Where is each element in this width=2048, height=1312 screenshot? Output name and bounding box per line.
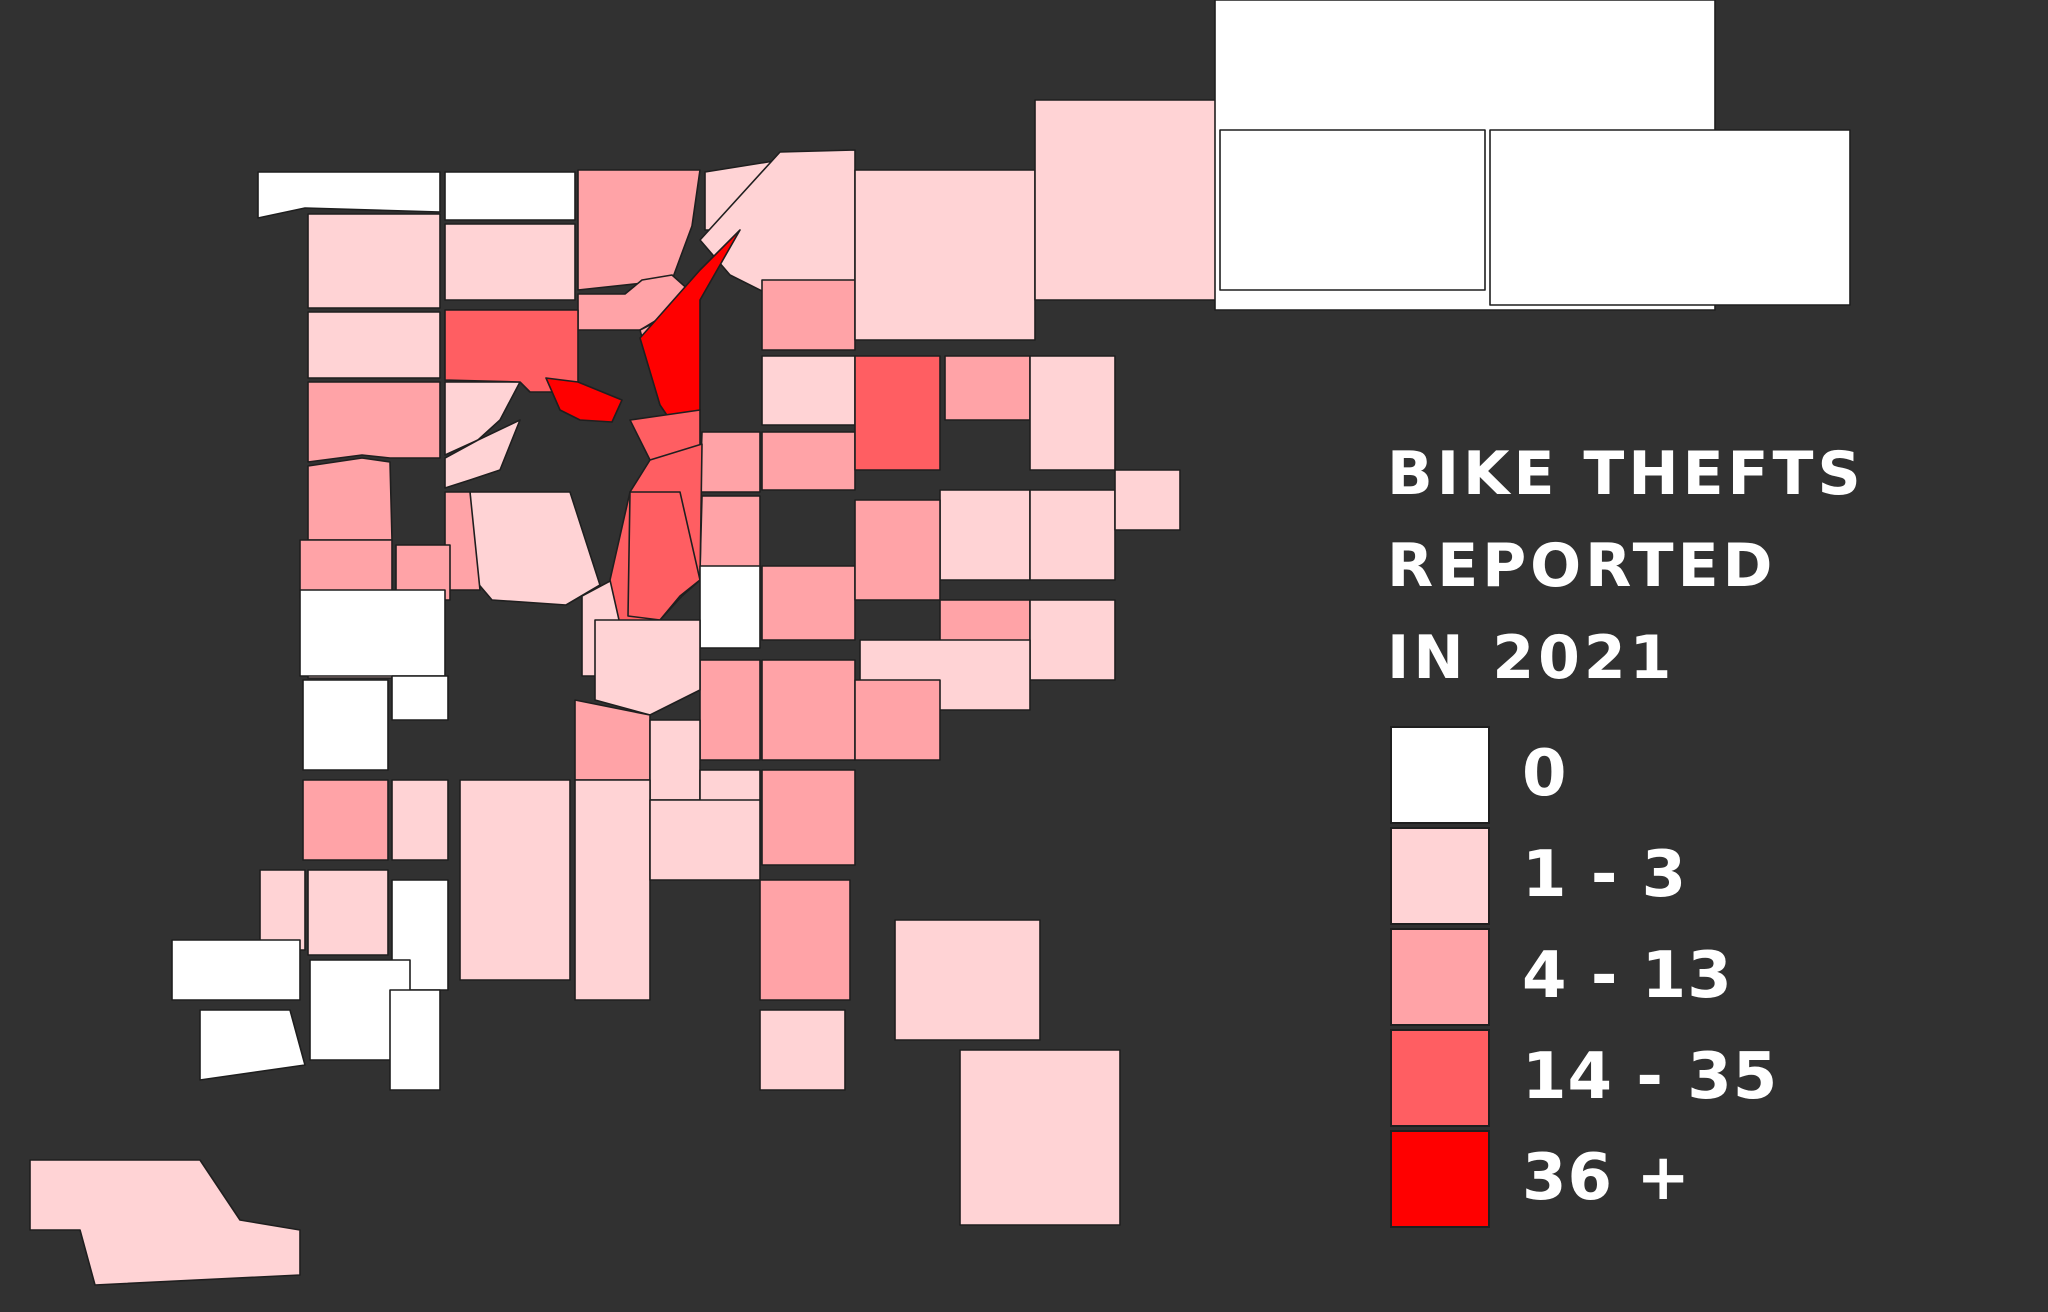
neighborhood-4: [577, 169, 701, 291]
neighborhood-27: [699, 431, 761, 493]
neighborhood-3: [444, 223, 576, 301]
map-title-line-2: REPORTED: [1387, 531, 1777, 601]
neighborhood-69: [759, 879, 851, 1001]
neighborhood-23: [299, 589, 446, 677]
neighborhood-31: [761, 279, 856, 351]
legend-swatch-4-13: [1390, 928, 1490, 1026]
neighborhood-15: [545, 377, 623, 423]
neighborhood-39: [944, 355, 1031, 421]
neighborhood-45: [1034, 99, 1241, 301]
map-title-line-1: BIKE THEFTS: [1387, 439, 1865, 509]
neighborhood-52: [391, 779, 449, 861]
legend-label-1-3: 1 - 3: [1522, 838, 1688, 912]
legend-label-0: 0: [1522, 737, 1568, 811]
neighborhood-51: [302, 779, 389, 861]
neighborhood-46: [854, 499, 941, 601]
neighborhood-75: [1219, 129, 1486, 291]
neighborhood-22: [395, 544, 451, 601]
neighborhood-33: [627, 491, 701, 621]
legend-label-14-35: 14 - 35: [1522, 1040, 1779, 1114]
neighborhood-28: [699, 495, 761, 571]
map-title: BIKE THEFTS REPORTED IN 2021: [1387, 428, 2007, 704]
neighborhood-48: [1029, 599, 1116, 681]
neighborhood-13: [444, 309, 579, 393]
neighborhood-8: [307, 381, 441, 463]
neighborhood-43: [1114, 469, 1181, 531]
neighborhood-2: [444, 171, 576, 221]
neighborhood-70: [649, 799, 761, 881]
neighborhood-9: [307, 457, 393, 541]
legend-swatch-1-3: [1390, 827, 1490, 925]
neighborhood-72: [854, 679, 941, 761]
neighborhood-18: [469, 491, 601, 606]
neighborhood-59: [307, 869, 389, 956]
neighborhood-38: [854, 355, 941, 471]
neighborhood-61: [171, 939, 301, 1001]
neighborhood-29: [761, 431, 856, 491]
neighborhood-50: [761, 659, 856, 761]
neighborhood-66: [459, 779, 571, 981]
neighborhood-73: [894, 919, 1041, 1041]
neighborhood-49: [699, 659, 761, 761]
map-title-line-3: IN 2021: [1387, 623, 1676, 693]
legend-swatch-0: [1390, 726, 1490, 824]
neighborhood-36: [391, 675, 449, 721]
neighborhood-layer: [29, 0, 1851, 1286]
neighborhood-7: [307, 311, 441, 379]
neighborhood-54: [574, 699, 651, 781]
neighborhood-40: [1029, 355, 1116, 471]
neighborhood-53: [594, 619, 701, 716]
neighborhood-76: [1489, 129, 1851, 306]
neighborhood-77: [959, 1049, 1121, 1226]
neighborhood-17: [444, 419, 521, 489]
neighborhood-67: [574, 779, 651, 1001]
neighborhood-37: [761, 565, 856, 641]
legend-label-4-13: 4 - 13: [1522, 939, 1733, 1013]
neighborhood-35: [302, 679, 389, 771]
neighborhood-44: [854, 169, 1036, 341]
neighborhood-1: [307, 213, 441, 309]
neighborhood-65: [29, 1159, 301, 1286]
neighborhood-42: [1029, 489, 1116, 581]
neighborhood-55: [649, 719, 701, 801]
legend-swatch-36-plus: [1390, 1130, 1490, 1228]
neighborhood-62: [199, 1009, 306, 1081]
legend-label-36-plus: 36 +: [1522, 1141, 1691, 1215]
neighborhood-60: [259, 869, 306, 951]
neighborhood-64: [389, 989, 441, 1091]
neighborhood-71: [759, 1009, 846, 1091]
neighborhood-34: [699, 565, 761, 649]
neighborhood-30: [761, 355, 856, 426]
legend-swatch-14-35: [1390, 1029, 1490, 1127]
neighborhood-41: [939, 489, 1031, 581]
neighborhood-57: [761, 769, 856, 866]
neighborhood-0: [257, 171, 441, 219]
